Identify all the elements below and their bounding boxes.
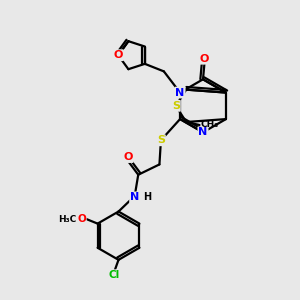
Text: Cl: Cl bbox=[109, 270, 120, 280]
Text: S: S bbox=[172, 101, 180, 111]
Text: N: N bbox=[198, 127, 208, 137]
Text: CH₃: CH₃ bbox=[201, 121, 219, 130]
Text: O: O bbox=[77, 214, 86, 224]
Text: H: H bbox=[143, 192, 151, 203]
Text: S: S bbox=[157, 135, 165, 145]
Text: O: O bbox=[123, 152, 133, 162]
Text: O: O bbox=[200, 54, 209, 64]
Text: N: N bbox=[130, 192, 139, 203]
Text: N: N bbox=[176, 88, 185, 98]
Text: O: O bbox=[113, 50, 123, 60]
Text: H₃C: H₃C bbox=[58, 215, 76, 224]
